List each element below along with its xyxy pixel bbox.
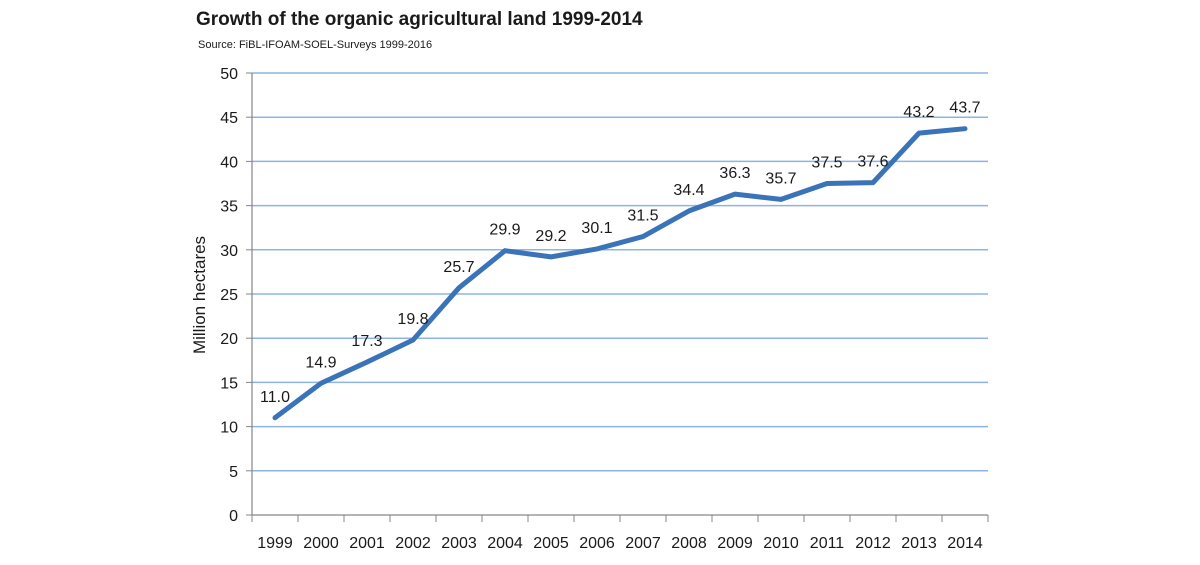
x-tick-label: 2009 [717, 535, 753, 552]
x-tick-label: 2011 [810, 535, 845, 552]
data-label: 34.4 [673, 182, 704, 199]
x-tick-label: 2012 [855, 535, 891, 552]
data-label: 35.7 [765, 170, 796, 187]
y-tick-label: 45 [220, 110, 238, 127]
series-line [272, 126, 968, 421]
data-label: 29.2 [535, 228, 566, 245]
x-tick-label: 2013 [901, 535, 937, 552]
series-line-layer [272, 126, 968, 421]
y-tick-label: 10 [220, 420, 238, 437]
y-tick-label: 40 [220, 154, 238, 171]
data-label: 14.9 [305, 354, 336, 371]
x-tick-label: 2006 [579, 535, 615, 552]
data-label: 37.5 [811, 155, 842, 172]
x-tick-label: 2005 [533, 535, 569, 552]
chart-title: Growth of the organic agricultural land … [196, 9, 643, 30]
y-tick-label: 20 [220, 331, 238, 348]
data-label: 19.8 [397, 311, 428, 328]
y-axis-label: Million hectares [190, 236, 209, 354]
y-tick-label: 25 [220, 287, 238, 304]
x-tick-label: 2010 [763, 535, 799, 552]
axes: 0 5 10 15 20 25 30 35 40 45 50 1999 2000 2001 2002 2003… [220, 66, 989, 552]
x-tick-label: 2003 [441, 535, 477, 552]
y-tick-label: 0 [229, 508, 238, 525]
data-label: 11.0 [260, 389, 290, 406]
data-label: 25.7 [443, 259, 474, 276]
data-labels: 11.0 14.9 17.3 19.8 25.7 29.9 29.2 30.1 31.5 34.4… [260, 100, 981, 406]
chart-subtitle: Source: FiBL-IFOAM-SOEL-Surveys 1999-201… [198, 39, 433, 51]
y-tick-label: 15 [220, 375, 238, 392]
x-tick-label: 2007 [625, 535, 661, 552]
data-label: 37.6 [857, 154, 888, 171]
x-tick-label: 2000 [303, 535, 339, 552]
x-tick-label: 1999 [257, 535, 293, 552]
data-label: 43.7 [949, 100, 980, 117]
x-tick-label: 2001 [349, 535, 385, 552]
x-tick-label: 2014 [947, 535, 983, 552]
data-label: 30.1 [581, 220, 612, 237]
y-tick-label: 30 [220, 243, 238, 260]
data-label: 17.3 [351, 333, 382, 350]
x-tick-label: 2004 [487, 535, 523, 552]
data-label: 36.3 [719, 165, 750, 182]
x-tick-label: 2008 [671, 535, 707, 552]
data-label: 43.2 [903, 104, 934, 121]
y-tick-label: 5 [229, 464, 238, 481]
data-label: 29.9 [489, 222, 520, 239]
y-tick-label: 35 [220, 199, 238, 216]
data-label: 31.5 [627, 208, 658, 225]
x-tick-label: 2002 [395, 535, 431, 552]
y-tick-label: 50 [220, 66, 238, 83]
grid-lines [252, 72, 988, 472]
